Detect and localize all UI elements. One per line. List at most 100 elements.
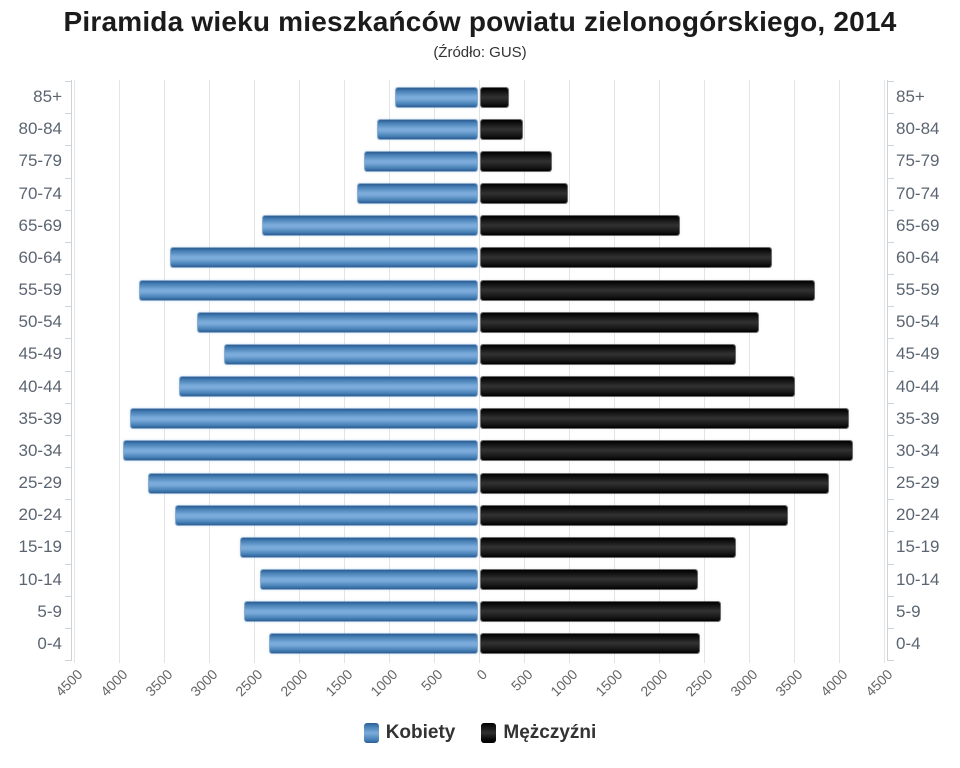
x-axis-tick-label: 1000 bbox=[366, 666, 401, 700]
bar-men-85+[interactable] bbox=[481, 87, 508, 107]
bar-women-40-44[interactable] bbox=[180, 377, 477, 397]
bar-women-35-39[interactable] bbox=[130, 409, 477, 429]
age-label-right: 0-4 bbox=[896, 633, 921, 653]
age-label-right: 65-69 bbox=[896, 215, 940, 235]
legend-item-kobiety[interactable]: Kobiety bbox=[363, 722, 455, 744]
age-label-right: 35-39 bbox=[896, 408, 940, 428]
age-label-left: 85+ bbox=[33, 87, 62, 107]
bar-women-30-34[interactable] bbox=[123, 441, 477, 461]
bar-men-80-84[interactable] bbox=[481, 119, 522, 139]
bar-women-55-59[interactable] bbox=[139, 280, 477, 300]
bar-men-20-24[interactable] bbox=[481, 505, 787, 525]
x-axis-tick-label: 3000 bbox=[726, 666, 761, 700]
bar-men-65-69[interactable] bbox=[481, 216, 679, 236]
age-label-right: 30-34 bbox=[896, 440, 940, 460]
age-label-left: 40-44 bbox=[18, 376, 62, 396]
y-axis-tick bbox=[888, 306, 894, 308]
bar-men-25-29[interactable] bbox=[481, 473, 828, 493]
bar-women-45-49[interactable] bbox=[225, 344, 477, 364]
bar-women-70-74[interactable] bbox=[357, 184, 477, 204]
x-axis-tick-label: 1500 bbox=[321, 666, 356, 700]
bar-men-60-64[interactable] bbox=[481, 248, 772, 268]
age-label-right: 40-44 bbox=[896, 376, 940, 396]
bar-men-10-14[interactable] bbox=[481, 570, 697, 590]
y-axis-tick bbox=[888, 595, 894, 597]
x-axis-tick-label: 4500 bbox=[51, 666, 86, 700]
bar-women-80-84[interactable] bbox=[378, 119, 477, 139]
age-label-left: 20-24 bbox=[18, 505, 62, 525]
bar-men-5-9[interactable] bbox=[481, 602, 720, 622]
x-axis-tick-label: 3500 bbox=[771, 666, 806, 700]
y-axis-tick bbox=[888, 209, 894, 211]
age-label-right: 50-54 bbox=[896, 312, 940, 332]
age-label-left: 60-64 bbox=[18, 247, 62, 267]
age-label-right: 10-14 bbox=[896, 569, 940, 589]
bar-men-50-54[interactable] bbox=[481, 312, 758, 332]
y-axis-tick bbox=[65, 370, 71, 372]
age-label-left: 15-19 bbox=[18, 537, 62, 557]
y-axis-tick bbox=[65, 467, 71, 469]
x-axis-tick-label: 4500 bbox=[861, 666, 896, 700]
y-axis-tick bbox=[65, 531, 71, 533]
age-label-right: 5-9 bbox=[896, 601, 921, 621]
y-axis-tick bbox=[65, 563, 71, 565]
bar-women-65-69[interactable] bbox=[263, 216, 477, 236]
y-axis-tick bbox=[888, 177, 894, 179]
bar-women-50-54[interactable] bbox=[198, 312, 477, 332]
y-axis-tick bbox=[888, 81, 894, 82]
x-axis-tick-label: 2000 bbox=[276, 666, 311, 700]
bar-women-75-79[interactable] bbox=[364, 151, 477, 171]
x-axis-tick-label: 500 bbox=[417, 666, 446, 694]
bar-women-5-9[interactable] bbox=[245, 602, 477, 622]
gridline bbox=[389, 80, 390, 663]
y-axis-tick bbox=[65, 209, 71, 211]
legend-label-mezczyzni: Mężczyźni bbox=[503, 722, 597, 743]
gridline bbox=[209, 80, 210, 663]
gridline bbox=[614, 80, 615, 663]
gridline bbox=[524, 80, 525, 663]
bar-women-20-24[interactable] bbox=[175, 505, 477, 525]
y-axis-tick bbox=[888, 627, 894, 629]
x-axis-tick-label: 2500 bbox=[681, 666, 716, 700]
gridline bbox=[299, 80, 300, 663]
bar-men-55-59[interactable] bbox=[481, 280, 814, 300]
age-label-right: 70-74 bbox=[896, 183, 940, 203]
bar-women-85+[interactable] bbox=[396, 87, 477, 107]
x-axis-tick-label: 4000 bbox=[816, 666, 851, 700]
legend-item-mezczyzni[interactable]: Mężczyźni bbox=[481, 722, 596, 744]
y-axis-tick bbox=[888, 370, 894, 372]
y-axis-tick bbox=[888, 563, 894, 565]
x-axis-tick-label: 2500 bbox=[231, 666, 266, 700]
x-axis-tick-label: 3000 bbox=[186, 666, 221, 700]
bar-men-45-49[interactable] bbox=[481, 344, 736, 364]
y-axis-tick bbox=[65, 274, 71, 276]
y-axis-left bbox=[71, 80, 72, 661]
bar-men-0-4[interactable] bbox=[481, 634, 700, 654]
y-axis-tick bbox=[65, 595, 71, 597]
y-axis-tick bbox=[65, 402, 71, 404]
y-axis-tick bbox=[888, 338, 894, 340]
bar-women-0-4[interactable] bbox=[270, 634, 477, 654]
bar-men-40-44[interactable] bbox=[481, 377, 794, 397]
y-axis-tick bbox=[888, 274, 894, 276]
gridline bbox=[839, 80, 840, 663]
x-axis-tick-label: 1000 bbox=[546, 666, 581, 700]
bar-men-75-79[interactable] bbox=[481, 151, 551, 171]
legend: Kobiety Mężczyźni bbox=[0, 722, 960, 744]
gridline bbox=[254, 80, 255, 663]
bar-women-10-14[interactable] bbox=[261, 570, 477, 590]
y-axis-tick bbox=[888, 113, 894, 115]
bar-men-30-34[interactable] bbox=[481, 441, 853, 461]
age-label-right: 45-49 bbox=[896, 344, 940, 364]
bar-women-15-19[interactable] bbox=[240, 537, 477, 557]
bar-men-70-74[interactable] bbox=[481, 184, 567, 204]
bar-women-25-29[interactable] bbox=[148, 473, 477, 493]
y-axis-tick bbox=[65, 145, 71, 147]
y-axis-tick bbox=[65, 306, 71, 308]
bar-men-15-19[interactable] bbox=[481, 537, 736, 557]
bar-women-60-64[interactable] bbox=[171, 248, 477, 268]
bar-men-35-39[interactable] bbox=[481, 409, 848, 429]
gridline bbox=[434, 80, 435, 663]
